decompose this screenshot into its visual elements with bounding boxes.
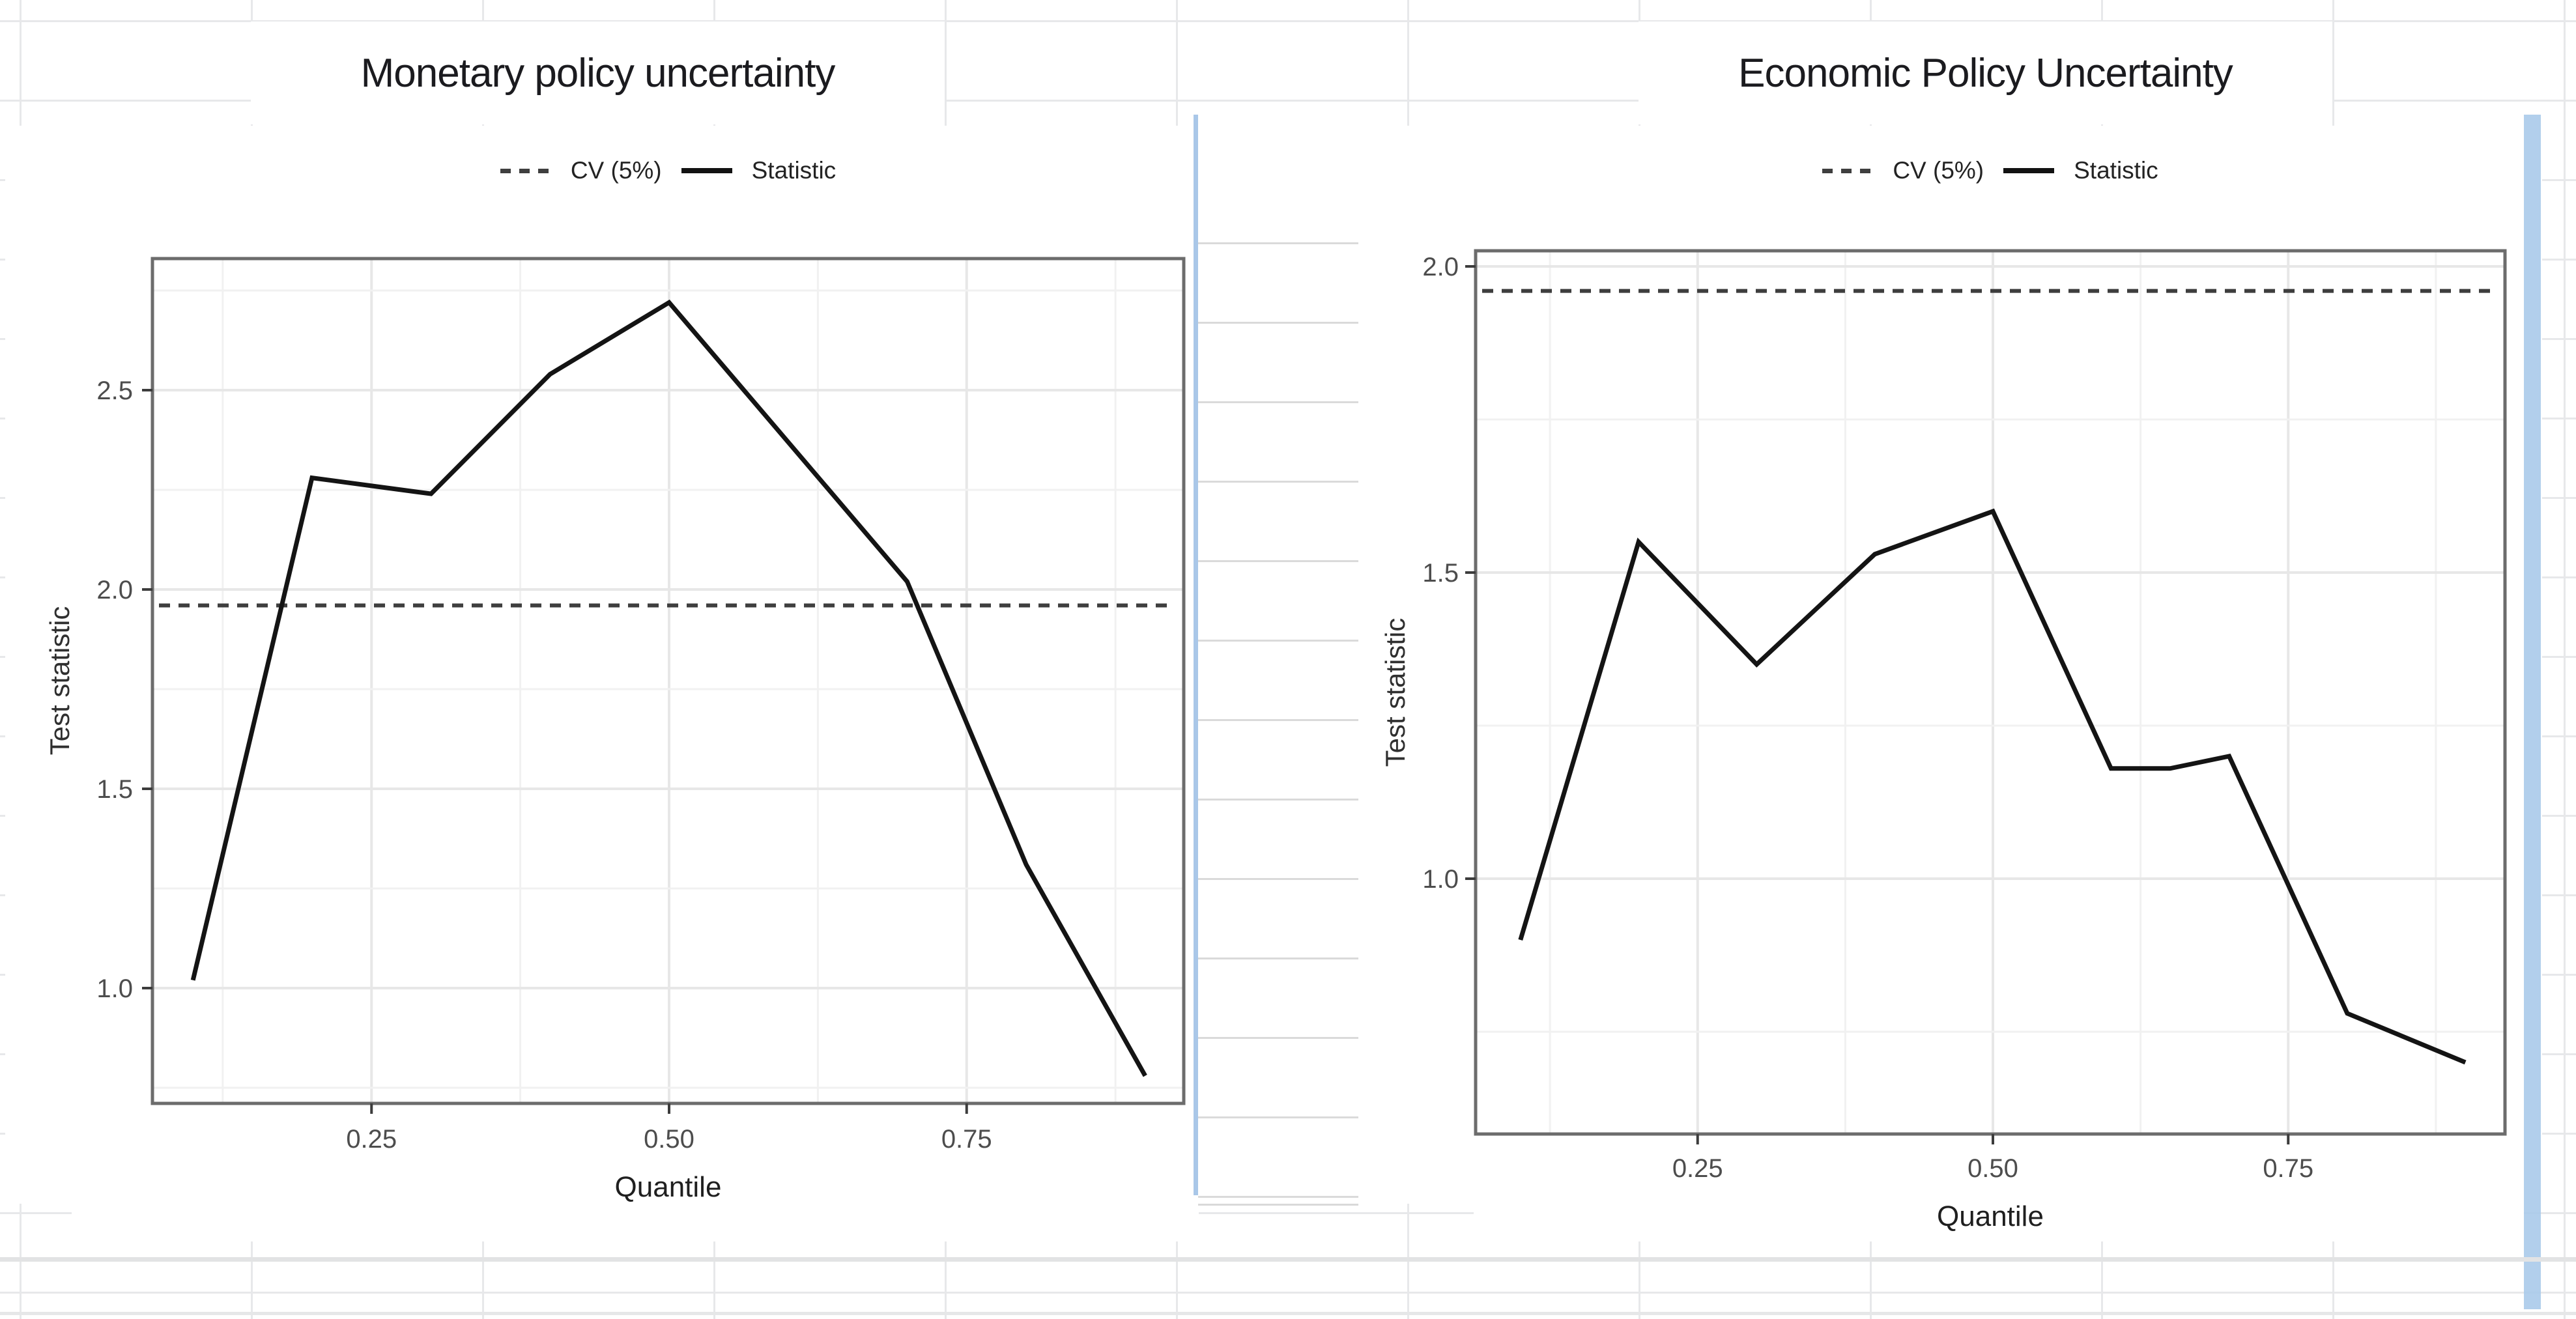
y-tick-label: 1.5 bbox=[96, 775, 133, 804]
panel-epu: 1.0 1.5 2.0 0.25 0.50 0.75 bbox=[1422, 249, 2507, 1183]
legend-label-cv: CV (5%) bbox=[570, 157, 662, 184]
y-tick-label: 2.0 bbox=[1422, 253, 1459, 281]
row-separator-thick bbox=[0, 1257, 2576, 1262]
y-tick-label: 2.0 bbox=[96, 576, 133, 604]
x-axis-label-epu: Quantile bbox=[1937, 1200, 2044, 1232]
y-tick-label: 2.5 bbox=[96, 376, 133, 405]
x-tick-label: 0.75 bbox=[941, 1125, 992, 1154]
legend-monetary: CV (5%) Statistic bbox=[152, 150, 1184, 191]
legend-epu: CV (5%) Statistic bbox=[1476, 150, 2505, 191]
chart-title-epu: Economic Policy Uncertainty bbox=[1738, 50, 2233, 96]
cv-dashed-line-sample bbox=[500, 168, 551, 173]
y-tick-label: 1.0 bbox=[1422, 865, 1459, 894]
y-tick-label: 1.0 bbox=[96, 974, 133, 1003]
excel-axis-blue-line bbox=[1194, 115, 1198, 1195]
title-cell-left bbox=[251, 21, 945, 124]
x-axis-label-monetary: Quantile bbox=[614, 1171, 722, 1203]
row-separator-bottom bbox=[0, 1312, 2576, 1315]
statistic-line bbox=[190, 299, 1147, 1077]
excel-canvas-bottom-line bbox=[1198, 1204, 1358, 1206]
statistic-solid-line-sample bbox=[681, 168, 732, 173]
title-cell-right bbox=[1639, 21, 2332, 124]
panel-bg bbox=[1476, 251, 2505, 1134]
x-tick-label: 0.50 bbox=[1968, 1154, 2018, 1183]
panel-monetary: 1.0 1.5 2.0 2.5 0.25 0.50 0.75 bbox=[96, 257, 1186, 1154]
panel-border bbox=[1474, 249, 2507, 1136]
x-tick-label: 0.25 bbox=[1672, 1154, 1723, 1183]
legend-label-statistic: Statistic bbox=[2074, 157, 2158, 184]
chart-title-monetary: Monetary policy uncertainty bbox=[360, 50, 836, 96]
x-tick-label: 0.50 bbox=[644, 1125, 694, 1154]
excel-scroll-blue-band bbox=[2524, 115, 2541, 1309]
cv-dashed-line-sample bbox=[1822, 168, 1874, 173]
statistic-solid-line-sample bbox=[2003, 168, 2055, 173]
y-tick-label: 1.5 bbox=[1422, 559, 1459, 588]
excel-axis-gridlines bbox=[1198, 202, 1358, 1205]
legend-label-statistic: Statistic bbox=[751, 157, 837, 184]
legend-label-cv: CV (5%) bbox=[1893, 157, 1984, 184]
x-tick-label: 0.75 bbox=[2263, 1154, 2313, 1183]
x-tick-label: 0.25 bbox=[346, 1125, 397, 1154]
statistic-line bbox=[1518, 508, 2467, 1065]
